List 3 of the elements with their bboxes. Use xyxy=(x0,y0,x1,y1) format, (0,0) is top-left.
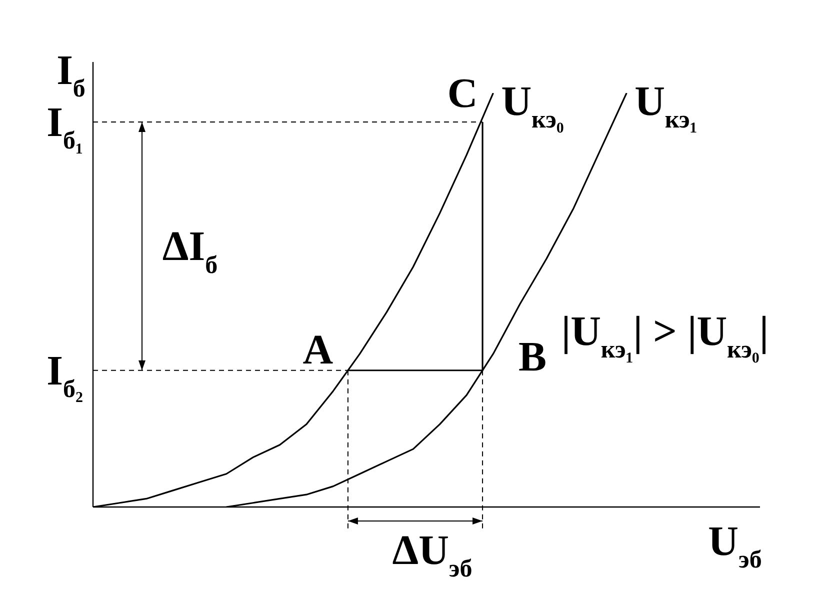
annotation: A xyxy=(302,327,334,374)
annotation: B xyxy=(518,334,547,380)
annotation: C xyxy=(447,71,478,117)
